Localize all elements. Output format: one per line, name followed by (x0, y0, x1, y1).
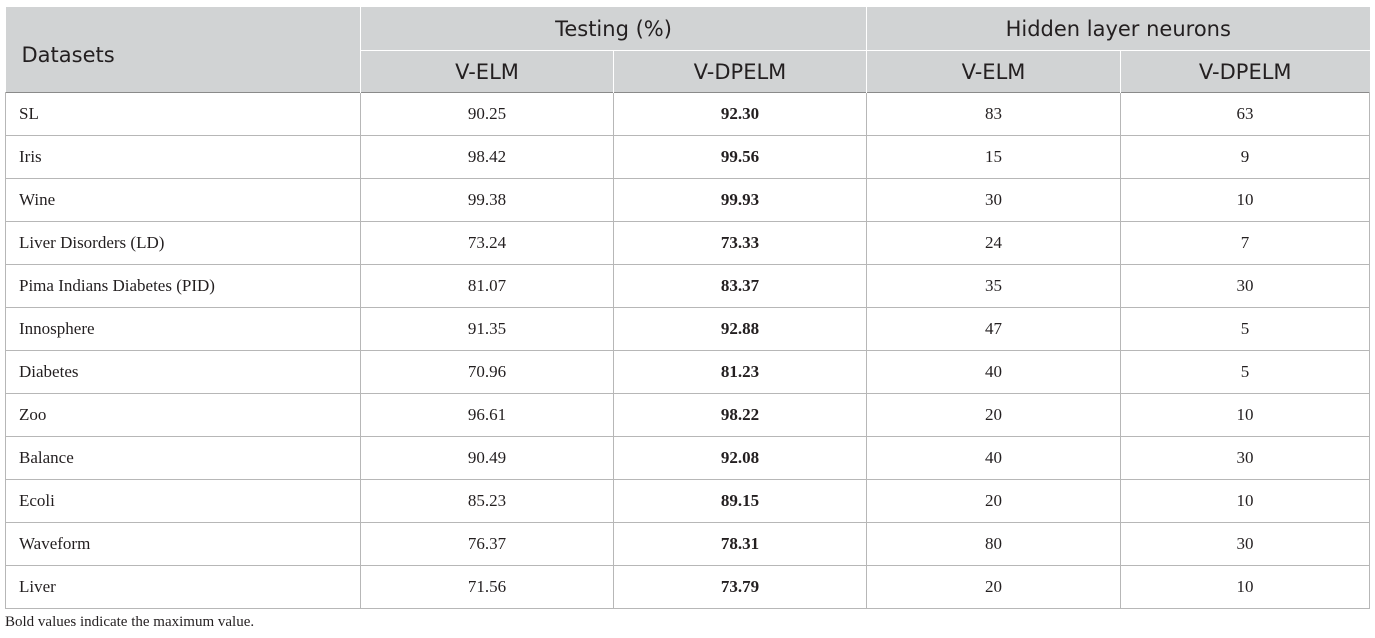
hidden-v-elm: 20 (866, 393, 1121, 437)
dataset-name: Pima Indians Diabetes (PID) (5, 264, 361, 308)
dataset-name: Innosphere (5, 307, 361, 351)
testing-v-elm: 85.23 (360, 479, 614, 523)
hidden-v-dpelm: 5 (1120, 350, 1370, 394)
hidden-v-dpelm: 10 (1120, 393, 1370, 437)
testing-v-elm: 96.61 (360, 393, 614, 437)
testing-v-dpelm: 99.56 (613, 135, 867, 179)
dataset-name: Liver Disorders (LD) (5, 221, 361, 265)
testing-v-dpelm: 92.88 (613, 307, 867, 351)
hidden-v-elm: 20 (866, 565, 1121, 609)
table-row: Pima Indians Diabetes (PID) 81.07 83.37 … (5, 264, 1370, 308)
testing-v-dpelm: 99.93 (613, 178, 867, 222)
dataset-name: Zoo (5, 393, 361, 437)
dataset-name: SL (5, 92, 361, 136)
hidden-v-elm: 35 (866, 264, 1121, 308)
table-row: Waveform 76.37 78.31 80 30 (5, 522, 1370, 566)
results-table-container: Datasets Testing (%) Hidden layer neuron… (5, 7, 1370, 609)
testing-v-dpelm: 73.33 (613, 221, 867, 265)
table-body: SL 90.25 92.30 83 63 Iris 98.42 99.56 15… (5, 92, 1370, 609)
hidden-v-dpelm: 63 (1120, 92, 1370, 136)
table-row: Zoo 96.61 98.22 20 10 (5, 393, 1370, 437)
hidden-v-dpelm: 30 (1120, 522, 1370, 566)
hidden-v-elm: 83 (866, 92, 1121, 136)
table-row: Diabetes 70.96 81.23 40 5 (5, 350, 1370, 394)
dataset-name: Liver (5, 565, 361, 609)
hidden-v-dpelm: 10 (1120, 178, 1370, 222)
table-row: Liver 71.56 73.79 20 10 (5, 565, 1370, 609)
hidden-v-elm: 40 (866, 350, 1121, 394)
testing-v-elm: 70.96 (360, 350, 614, 394)
hidden-v-elm: 40 (866, 436, 1121, 480)
hidden-v-dpelm: 10 (1120, 479, 1370, 523)
dataset-name: Diabetes (5, 350, 361, 394)
testing-v-dpelm: 81.23 (613, 350, 867, 394)
testing-v-elm: 99.38 (360, 178, 614, 222)
testing-v-dpelm: 89.15 (613, 479, 867, 523)
results-table: Datasets Testing (%) Hidden layer neuron… (5, 7, 1370, 609)
table-row: Balance 90.49 92.08 40 30 (5, 436, 1370, 480)
testing-v-elm: 91.35 (360, 307, 614, 351)
dataset-name: Balance (5, 436, 361, 480)
hidden-v-elm: 30 (866, 178, 1121, 222)
testing-v-elm: 98.42 (360, 135, 614, 179)
header-hidden-v-dpelm: V-DPELM (1120, 50, 1370, 93)
table-footnote: Bold values indicate the maximum value. (5, 614, 255, 630)
testing-v-elm: 71.56 (360, 565, 614, 609)
header-testing-v-dpelm: V-DPELM (613, 50, 867, 93)
hidden-v-dpelm: 30 (1120, 436, 1370, 480)
table-row: SL 90.25 92.30 83 63 (5, 92, 1370, 136)
hidden-v-elm: 47 (866, 307, 1121, 351)
testing-v-dpelm: 92.30 (613, 92, 867, 136)
testing-v-dpelm: 98.22 (613, 393, 867, 437)
dataset-name: Wine (5, 178, 361, 222)
table-row: Wine 99.38 99.93 30 10 (5, 178, 1370, 222)
dataset-name: Iris (5, 135, 361, 179)
dataset-name: Waveform (5, 522, 361, 566)
hidden-v-dpelm: 30 (1120, 264, 1370, 308)
table-row: Liver Disorders (LD) 73.24 73.33 24 7 (5, 221, 1370, 265)
hidden-v-dpelm: 5 (1120, 307, 1370, 351)
header-datasets: Datasets (5, 7, 361, 93)
dataset-name: Ecoli (5, 479, 361, 523)
table-row: Innosphere 91.35 92.88 47 5 (5, 307, 1370, 351)
testing-v-elm: 90.25 (360, 92, 614, 136)
hidden-v-elm: 80 (866, 522, 1121, 566)
testing-v-dpelm: 78.31 (613, 522, 867, 566)
header-testing: Testing (%) (360, 7, 867, 51)
hidden-v-dpelm: 7 (1120, 221, 1370, 265)
header-testing-v-elm: V-ELM (360, 50, 614, 93)
testing-v-elm: 90.49 (360, 436, 614, 480)
testing-v-dpelm: 73.79 (613, 565, 867, 609)
table-row: Iris 98.42 99.56 15 9 (5, 135, 1370, 179)
hidden-v-dpelm: 10 (1120, 565, 1370, 609)
testing-v-dpelm: 83.37 (613, 264, 867, 308)
table-row: Ecoli 85.23 89.15 20 10 (5, 479, 1370, 523)
testing-v-elm: 76.37 (360, 522, 614, 566)
table-header: Datasets Testing (%) Hidden layer neuron… (5, 7, 1370, 93)
testing-v-elm: 73.24 (360, 221, 614, 265)
testing-v-elm: 81.07 (360, 264, 614, 308)
hidden-v-elm: 24 (866, 221, 1121, 265)
hidden-v-dpelm: 9 (1120, 135, 1370, 179)
hidden-v-elm: 15 (866, 135, 1121, 179)
hidden-v-elm: 20 (866, 479, 1121, 523)
header-hidden-layer-neurons: Hidden layer neurons (866, 7, 1370, 51)
header-hidden-v-elm: V-ELM (866, 50, 1121, 93)
testing-v-dpelm: 92.08 (613, 436, 867, 480)
